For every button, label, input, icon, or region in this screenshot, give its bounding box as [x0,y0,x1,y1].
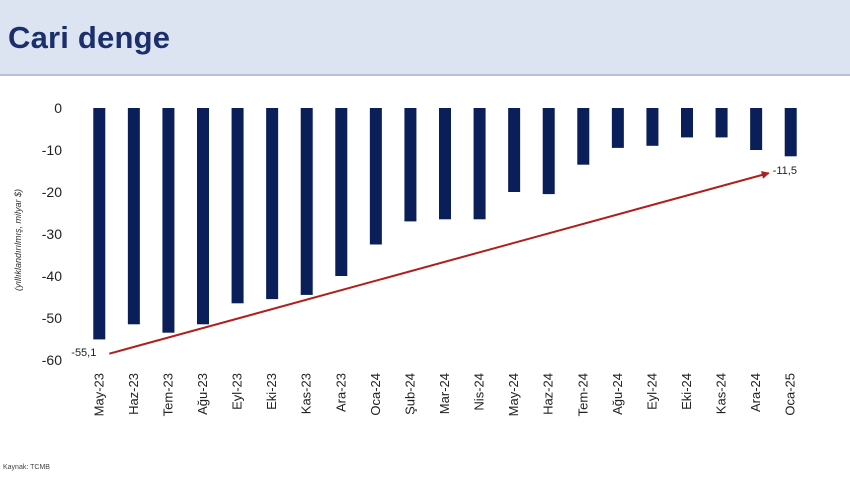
x-tick-label: Şub-24 [402,373,417,415]
data-label: -11,5 [773,165,797,177]
x-tick-label: Tem-23 [160,373,175,416]
x-tick-label: Eyl-24 [644,373,659,410]
bar [93,108,106,340]
x-tick-label: Eyl-23 [230,373,245,410]
bar [335,108,348,276]
bar [369,108,382,245]
bar [577,108,590,165]
trend-arrow [109,171,770,355]
y-tick-label: -10 [42,142,62,158]
bar [439,108,451,220]
y-tick-label: -50 [42,310,62,326]
page-title: Cari denge [8,20,171,55]
bar [162,108,175,333]
source-note: Kaynak: TCMB [3,464,50,471]
x-tick-label: Ağu-23 [195,373,210,415]
bar [231,108,244,304]
bar [473,108,486,220]
data-label: -55,1 [71,347,96,359]
bar [611,108,624,148]
y-tick-label: -30 [42,226,62,242]
x-tick-label: Nis-24 [472,373,487,411]
bar [508,108,521,192]
y-tick-label: 0 [54,100,62,116]
x-tick-label: Kas-24 [714,373,729,414]
x-tick-label: May-24 [506,373,521,416]
bar [542,108,555,195]
x-tick-label: Oca-24 [368,373,383,416]
bar [127,108,140,325]
x-tick-label: Kas-23 [299,373,314,414]
x-tick-label: Oca-25 [783,373,798,416]
y-tick-label: -20 [42,184,62,200]
bar [266,108,279,300]
header-bar: Cari denge [0,0,850,76]
y-tick-label: -60 [42,352,62,368]
bar [404,108,417,222]
x-tick-label: Haz-24 [541,373,556,415]
x-tick-label: Ağu-24 [610,373,625,415]
x-tick-label: Mar-24 [437,373,452,414]
x-tick-label: Haz-23 [126,373,141,415]
x-tick-label: Ara-23 [333,373,348,412]
bar [784,108,797,157]
x-tick-label: Eki-23 [264,373,279,410]
bar [300,108,313,295]
x-tick-label: Eki-24 [679,373,694,410]
bar [715,108,728,138]
y-tick-label: -40 [42,268,62,284]
bar [681,108,693,138]
bar [750,108,763,150]
x-tick-label: May-23 [91,373,106,416]
bar [197,108,209,325]
bar [646,108,659,146]
x-tick-label: Ara-24 [748,373,763,412]
x-tick-label: Tem-24 [575,373,590,416]
